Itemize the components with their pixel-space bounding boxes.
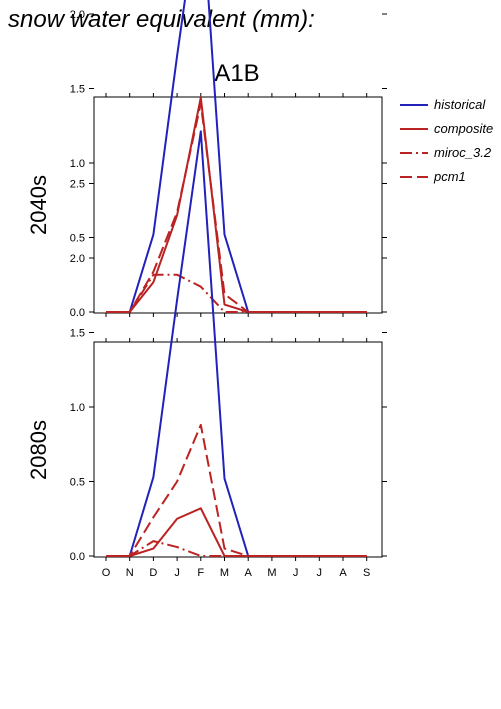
series-line-miroc_3.2: [106, 273, 367, 313]
y-tick-label: 1.0: [70, 402, 85, 414]
series-line-miroc_3.2: [106, 540, 367, 557]
y-tick-label: 0.0: [70, 551, 85, 563]
x-tick-label: J: [293, 567, 299, 579]
legend-label: composite: [434, 121, 493, 136]
chart-panel-2040s: 0.0 0.5 1.0 1.5 2.0 2.5 2040s: [26, 0, 387, 319]
x-tick-label: A: [339, 567, 347, 579]
y-tick-label: 1.5: [70, 328, 85, 340]
x-tick-label: F: [197, 567, 204, 579]
x-tick-label: A: [245, 567, 253, 579]
x-tick-label: S: [363, 567, 370, 579]
x-tick-label: M: [267, 567, 276, 579]
y-tick-label: 0.5: [70, 477, 85, 489]
x-tick-label: O: [102, 567, 111, 579]
y-axis-label: 2080s: [26, 420, 51, 480]
series-line-historical: [106, 0, 367, 313]
series-line-historical: [106, 130, 367, 557]
x-tick-label: D: [149, 567, 157, 579]
legend-label: miroc_3.2: [434, 145, 492, 160]
y-tick-label: 2.0: [70, 9, 85, 21]
page-title: snow water equivalent (mm):: [8, 6, 315, 33]
legend: historical composite miroc_3.2 pcm1: [400, 97, 493, 184]
y-tick-label: 0.0: [70, 307, 85, 319]
y-tick-label: 2.5: [70, 179, 85, 191]
series-line-composite: [106, 96, 367, 313]
chart-panel-2080s: 0.0 0.5 1.0 1.5 2.0 2.5 O N D J F M A M J J A S 2080s: [26, 130, 387, 579]
x-tick-label: N: [126, 567, 134, 579]
y-tick-label: 1.5: [70, 84, 85, 96]
y-tick-label: 2.0: [70, 253, 85, 265]
y-tick-label: 0.5: [70, 233, 85, 245]
chart-title: A1B: [214, 60, 259, 87]
series-line-pcm1: [106, 423, 367, 557]
legend-label: pcm1: [433, 169, 466, 184]
y-tick-label: 1.0: [70, 158, 85, 170]
plot-frame: [93, 96, 383, 314]
series-line-pcm1: [106, 102, 367, 313]
y-axis-label: 2040s: [26, 175, 51, 235]
x-tick-label: M: [220, 567, 229, 579]
x-tick-label: J: [174, 567, 180, 579]
x-tick-label: J: [317, 567, 323, 579]
legend-label: historical: [434, 97, 486, 112]
